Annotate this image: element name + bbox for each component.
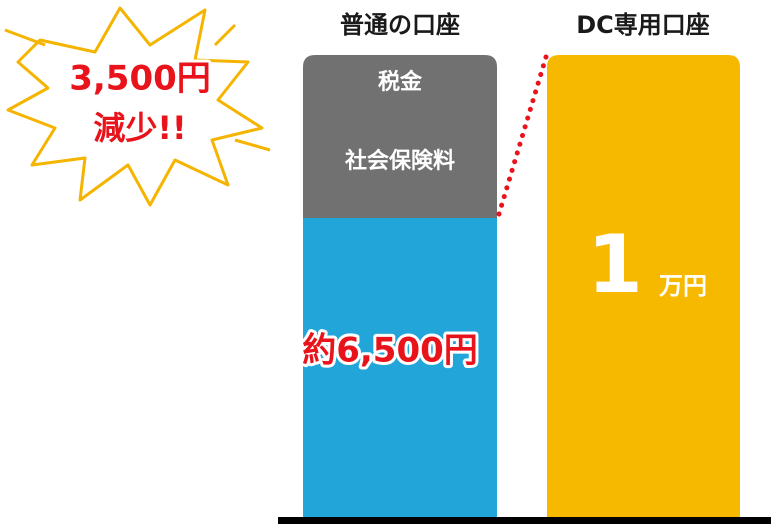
- starburst-shape: [6, 6, 264, 207]
- dc-amount-unit: 万円: [659, 272, 707, 300]
- net-segment: [303, 218, 497, 520]
- header-right: DC専用口座: [576, 11, 710, 39]
- tax-label: 税金: [378, 69, 423, 95]
- callout-text: 減少!!: [93, 109, 186, 147]
- connector: [496, 54, 549, 217]
- header-left: 普通の口座: [340, 11, 460, 39]
- starburst: [4, 6, 271, 207]
- net-amount: 約6,500円: [302, 331, 478, 371]
- tax-segment: [303, 55, 497, 218]
- burst-line: [234, 138, 271, 152]
- burst-line: [213, 23, 237, 47]
- dc-bar: [547, 55, 740, 520]
- burst-line: [4, 28, 46, 47]
- callout-amount: 3,500円: [69, 59, 211, 99]
- baseline: [278, 517, 771, 524]
- insurance-label: 社会保険料: [345, 148, 455, 174]
- dc-amount-number: 1: [587, 218, 643, 311]
